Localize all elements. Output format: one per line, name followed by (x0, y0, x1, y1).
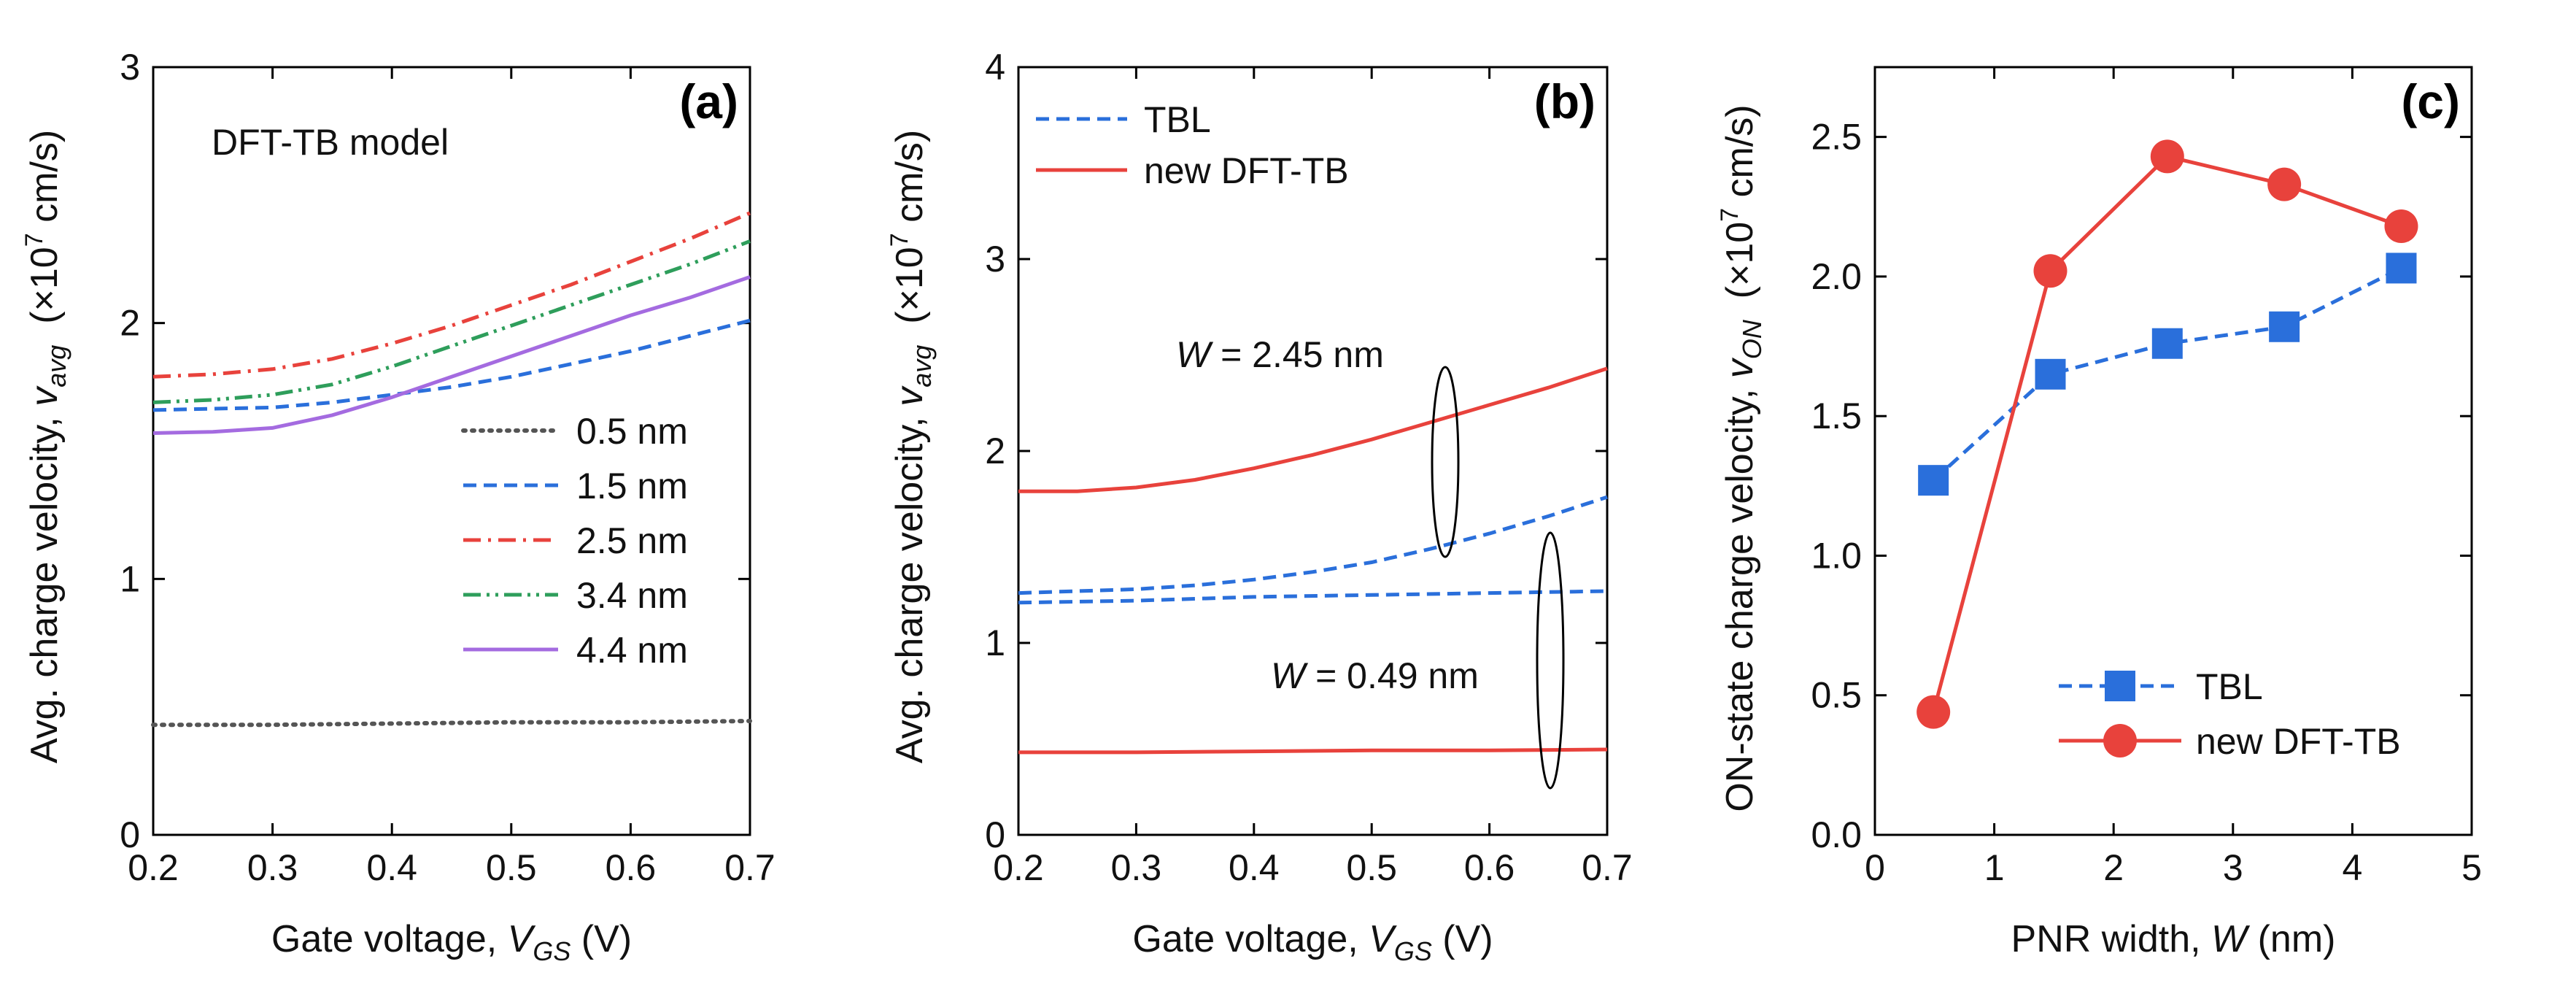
data-point-square (2035, 358, 2066, 390)
y-tick-label: 2 (120, 303, 140, 344)
y-tick-label: 0 (120, 814, 140, 855)
x-tick-label: 0.4 (1229, 847, 1280, 888)
y-axis-label: Avg. charge velocity, vavg (×107 cm/s) (20, 130, 71, 763)
y-tick-label: 1.5 (1811, 396, 1862, 436)
data-point-circle (2150, 139, 2184, 174)
y-axis-label: Avg. charge velocity, vavg (×107 cm/s) (886, 130, 937, 763)
data-point-square (2386, 253, 2417, 284)
data-point-circle (1916, 695, 1951, 729)
data-point-square (2151, 328, 2183, 359)
panel-label: (a) (679, 74, 738, 128)
data-point-circle (2267, 167, 2302, 201)
series-line-3 (1018, 747, 1608, 755)
panel-a: 0.2 0.3 0.4 0.5 0.6 0.7 0 1 2 3 Gate voltage, VGS … (20, 47, 775, 966)
width-annotation: W = 2.45 nm (1176, 334, 1384, 375)
y-axis-label: ON-state charge velocity, vON (×107 cm/s… (1716, 104, 1767, 812)
series-line-4 (152, 275, 751, 435)
legend-marker-circle (2103, 724, 2137, 758)
y-tick-label: 1 (985, 622, 1005, 663)
legend-label: new DFT-TB (2196, 721, 2401, 762)
panel-b: 0.2 0.3 0.4 0.5 0.6 0.7 0 1 2 3 4 Gate voltage, VGS… (886, 47, 1633, 966)
legend-label: 4.4 nm (576, 630, 688, 671)
group-ellipse (1431, 366, 1460, 558)
x-tick-label: 0.7 (1582, 847, 1633, 888)
y-tick-label: 2 (985, 431, 1005, 471)
series-line-3 (152, 239, 751, 404)
panel-label: (c) (2401, 74, 2460, 128)
legend-marker-square (2105, 671, 2135, 701)
plot-frame (152, 66, 751, 836)
legend-label: new DFT-TB (1144, 150, 1349, 191)
series-line-2 (1018, 589, 1608, 605)
x-tick-label: 0.6 (1464, 847, 1515, 888)
x-axis-label: Gate voltage, VGS (V) (271, 918, 632, 966)
x-tick-label: 0.4 (366, 847, 417, 888)
x-tick-label: 3 (2223, 847, 2243, 888)
data-point-square (1918, 465, 1949, 496)
y-tick-label: 0.0 (1811, 814, 1862, 855)
x-axis-label: PNR width, W (nm) (2011, 918, 2336, 960)
y-tick-label: 2.0 (1811, 256, 1862, 297)
series-line-0 (1018, 366, 1608, 493)
legend-label: 0.5 nm (576, 411, 688, 452)
legend-label: TBL (1144, 99, 1211, 140)
data-point-circle (2033, 254, 2068, 288)
x-tick-label: 0 (1865, 847, 1885, 888)
x-tick-label: 4 (2342, 847, 2362, 888)
x-tick-label: 0.3 (1111, 847, 1162, 888)
y-tick-label: 0 (985, 814, 1005, 855)
panel-label: (b) (1534, 74, 1596, 128)
series-line-2 (152, 211, 751, 379)
width-annotation: W = 0.49 nm (1271, 655, 1479, 696)
x-tick-label: 0.5 (1346, 847, 1397, 888)
data-point-circle (2384, 209, 2418, 244)
plot-frame (1873, 66, 2473, 836)
x-tick-label: 5 (2461, 847, 2482, 888)
x-tick-label: 2 (2103, 847, 2124, 888)
legend-label: 1.5 nm (576, 466, 688, 506)
series-line-1 (1931, 154, 2402, 713)
series-line-1 (1018, 495, 1608, 595)
x-tick-label: 0.3 (247, 847, 298, 888)
x-axis-label: Gate voltage, VGS (V) (1132, 918, 1493, 966)
legend-label: TBL (2196, 666, 2263, 707)
x-tick-label: 0.2 (128, 847, 179, 888)
series-line-0 (1932, 266, 2402, 482)
model-annotation: DFT-TB model (212, 122, 449, 163)
y-tick-label: 1 (120, 558, 140, 599)
y-tick-label: 3 (985, 239, 1005, 280)
x-tick-label: 0.2 (993, 847, 1044, 888)
series-line-1 (152, 318, 751, 412)
x-tick-label: 1 (1984, 847, 2005, 888)
series-line-0 (151, 719, 752, 728)
group-ellipse (1536, 531, 1565, 790)
y-tick-label: 1.0 (1811, 535, 1862, 576)
y-tick-label: 3 (120, 47, 140, 88)
y-tick-label: 0.5 (1811, 675, 1862, 716)
data-point-square (2269, 311, 2300, 342)
y-tick-label: 2.5 (1811, 117, 1862, 158)
x-tick-label: 0.7 (724, 847, 775, 888)
panel-c: 0 1 2 3 4 5 0.0 0.5 1.0 1.5 2.0 2.5 PNR width, W (nm… (1716, 66, 2482, 960)
x-tick-label: 0.5 (486, 847, 537, 888)
legend-label: 3.4 nm (576, 575, 688, 616)
x-tick-label: 0.6 (606, 847, 657, 888)
legend-label: 2.5 nm (576, 520, 688, 561)
y-tick-label: 4 (985, 47, 1005, 88)
